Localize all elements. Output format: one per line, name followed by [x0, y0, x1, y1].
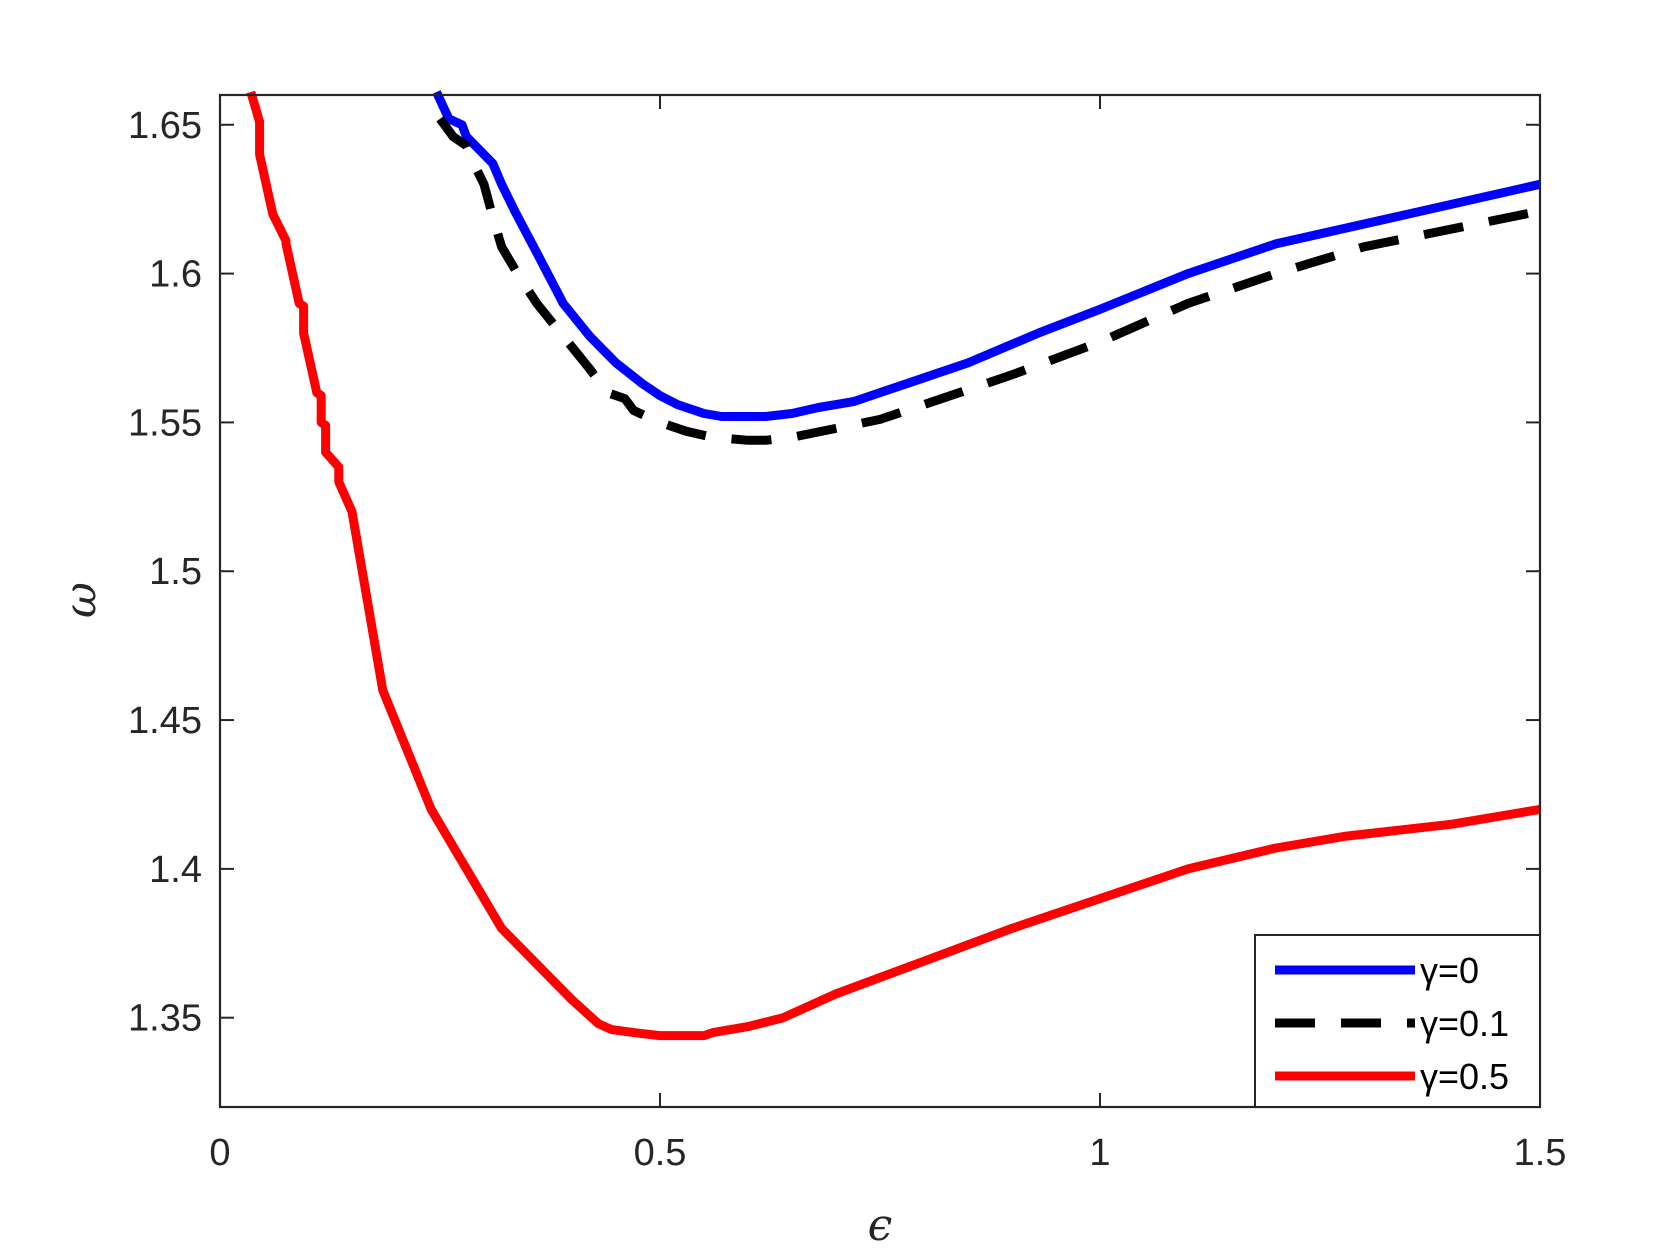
- x-tick-label: 1.5: [1514, 1132, 1567, 1174]
- y-tick-label: 1.6: [149, 254, 202, 296]
- x-tick-label: 0: [209, 1132, 230, 1174]
- series-line-0: [432, 90, 1541, 421]
- series-line-2: [246, 90, 1541, 1041]
- x-axis-label: ϵ: [868, 1200, 893, 1251]
- ticks-layer: [219, 95, 1541, 1107]
- legend-label-gamma-0.1: γ=0.1: [1420, 1003, 1509, 1044]
- x-tick-label: 1: [1089, 1132, 1110, 1174]
- legend: γ=0 γ=0.1 γ=0.5: [1254, 934, 1541, 1108]
- y-tick-label: 1.55: [128, 402, 202, 444]
- tick-labels-layer: 0 0.5 1 1.5 1.35 1.4 1.45 1.5 1.55 1.6 1.65: [128, 105, 1566, 1174]
- y-tick-label: 1.35: [128, 998, 202, 1040]
- y-tick-label: 1.4: [149, 849, 202, 891]
- y-axis-label: ω: [55, 582, 106, 618]
- y-tick-label: 1.65: [128, 105, 202, 147]
- y-tick-label: 1.5: [149, 551, 202, 593]
- x-tick-label: 0.5: [634, 1132, 687, 1174]
- axes-box: [218, 93, 1542, 1109]
- series-layer: [246, 90, 1541, 1041]
- series-line-1: [436, 116, 1541, 445]
- legend-label-gamma-0: γ=0: [1420, 950, 1479, 991]
- y-tick-label: 1.45: [128, 700, 202, 742]
- legend-label-gamma-0.5: γ=0.5: [1420, 1056, 1509, 1097]
